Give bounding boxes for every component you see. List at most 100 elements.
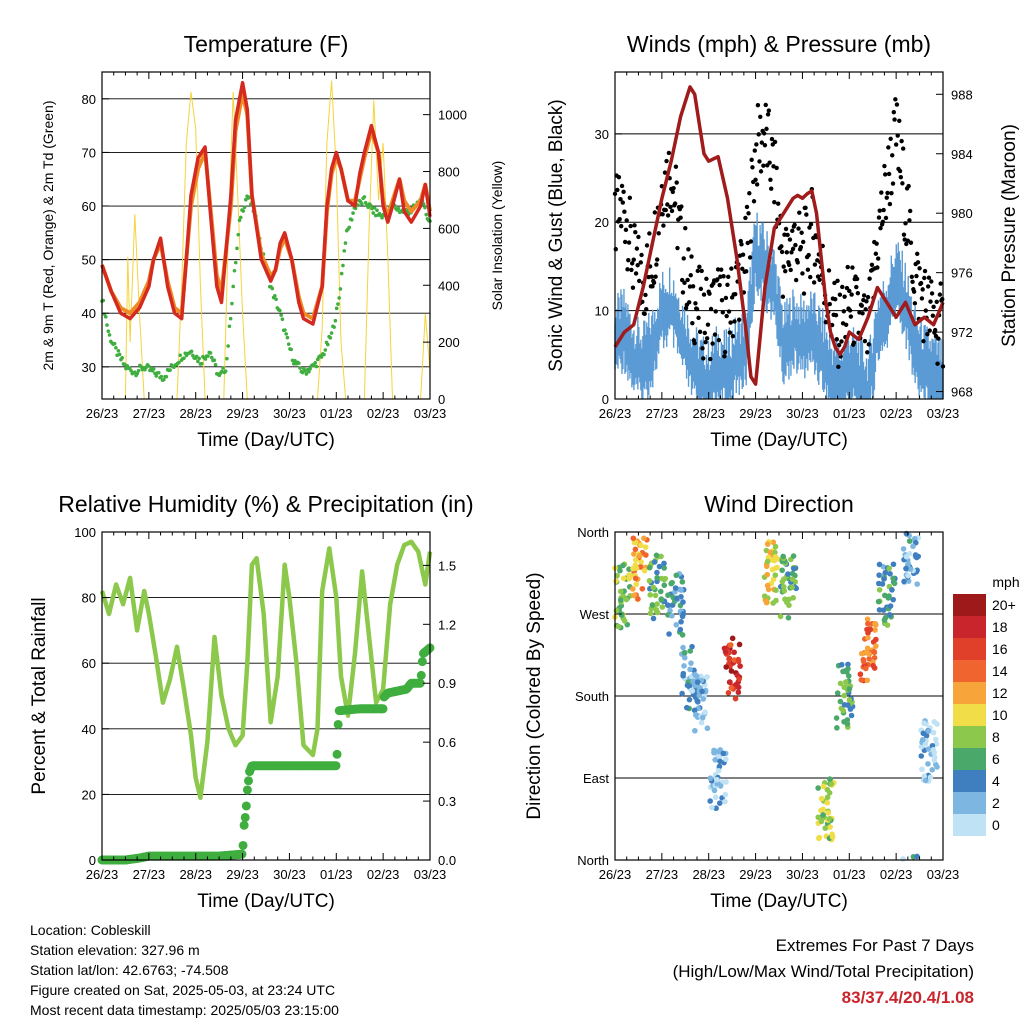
temperature-ytick-label: 30 — [82, 360, 96, 375]
direction-point — [870, 639, 877, 645]
direction-point — [736, 676, 742, 682]
direction-point — [764, 571, 771, 578]
gust-point — [736, 317, 742, 322]
gust-point — [622, 239, 628, 245]
direction-point — [615, 623, 622, 630]
temperature-xtick-label: 28/23 — [179, 406, 212, 421]
winds-xtick-label: 03/23 — [927, 406, 960, 421]
gust-point — [766, 108, 772, 113]
gust-point — [854, 284, 859, 290]
direction-point — [664, 602, 671, 608]
gust-point — [624, 218, 629, 223]
precip-point — [241, 801, 251, 811]
direction-point — [680, 644, 686, 651]
direction-point — [903, 565, 909, 572]
direction-point — [876, 561, 883, 568]
winds-xtick-label: 28/23 — [692, 406, 725, 421]
direction-title: Wind Direction — [704, 491, 854, 517]
winds-ytick-label: 10 — [595, 304, 609, 319]
gust-point — [650, 284, 655, 289]
direction-point — [875, 598, 882, 605]
gust-point — [719, 298, 725, 303]
gust-point — [790, 228, 795, 234]
gust-point — [915, 260, 921, 265]
direction-point — [864, 677, 871, 684]
dewpoint-point — [339, 271, 344, 276]
gust-point — [720, 310, 725, 315]
direction-point — [921, 720, 927, 727]
humidity-xtick-label: 02/23 — [367, 867, 400, 882]
direction-point — [930, 729, 937, 736]
direction-point — [656, 563, 663, 570]
direction-point — [688, 660, 694, 666]
humidity-xtick-label: 03/23 — [414, 867, 447, 882]
gust-point — [782, 232, 787, 237]
gust-point — [808, 222, 814, 227]
direction-point — [875, 580, 882, 587]
direction-ytick-label: South — [575, 689, 609, 704]
gust-point — [664, 158, 669, 164]
humidity-ytick-label: 100 — [74, 525, 96, 540]
gust-point — [686, 247, 691, 252]
dewpoint-point — [164, 374, 169, 379]
speed-legend-swatch — [953, 594, 986, 616]
dewpoint-point — [242, 205, 247, 210]
direction-point — [925, 746, 932, 752]
gust-point — [922, 275, 927, 281]
gust-point — [724, 313, 729, 319]
direction-point — [632, 539, 639, 546]
gust-point — [754, 182, 760, 187]
dewpoint-point — [314, 364, 319, 369]
gust-point — [708, 306, 714, 312]
direction-point — [735, 689, 742, 696]
gust-point — [837, 292, 843, 297]
winds-title: Winds (mph) & Pressure (mb) — [627, 31, 931, 57]
temperature-ylabel: 2m & 9m T (Red, Orange) & 2m Td (Green) — [40, 101, 56, 371]
direction-xtick-label: 28/23 — [692, 867, 725, 882]
direction-point — [617, 588, 624, 595]
dewpoint-point — [182, 356, 186, 360]
winds-xtick-label: 30/23 — [786, 406, 819, 421]
dewpoint-point — [298, 366, 302, 370]
gust-point — [704, 336, 710, 341]
gust-point — [747, 255, 753, 260]
speed-legend-swatch — [953, 792, 986, 814]
dewpoint-point — [146, 364, 151, 368]
gust-point — [722, 349, 728, 355]
gust-point — [873, 251, 879, 256]
gust-point — [908, 240, 914, 245]
dewpoint-point — [304, 372, 309, 376]
gust-point — [910, 279, 915, 285]
dewpoint-point — [136, 368, 141, 373]
gust-point — [680, 290, 686, 295]
direction-point — [673, 595, 680, 602]
dewpoint-point — [307, 369, 311, 374]
precip-point — [244, 776, 254, 786]
direction-point — [722, 791, 729, 798]
speed-legend-swatch — [953, 638, 986, 660]
temperature-title: Temperature (F) — [184, 31, 349, 57]
direction-point — [824, 799, 831, 806]
direction-point — [735, 656, 742, 663]
gust-point — [666, 150, 672, 156]
dewpoint-point — [423, 205, 427, 210]
gust-point — [914, 273, 919, 279]
gust-point — [642, 311, 647, 316]
precip-point — [238, 840, 248, 850]
direction-point — [777, 613, 784, 620]
gust-point — [615, 187, 620, 193]
winds-panel — [612, 71, 946, 400]
direction-point — [673, 572, 680, 579]
direction-point — [631, 551, 637, 557]
gust-point — [681, 256, 686, 261]
winds-ylabel: Sonic Wind & Gust (Blue, Black) — [546, 99, 567, 371]
dewpoint-point — [337, 296, 341, 300]
dewpoint-point — [380, 216, 384, 220]
direction-point — [825, 810, 832, 816]
gust-point — [785, 232, 790, 238]
dewpoint-point — [356, 203, 360, 208]
direction-point — [770, 600, 776, 606]
gust-point — [934, 299, 939, 305]
dewpoint-point — [162, 377, 166, 382]
gust-point — [647, 231, 652, 236]
